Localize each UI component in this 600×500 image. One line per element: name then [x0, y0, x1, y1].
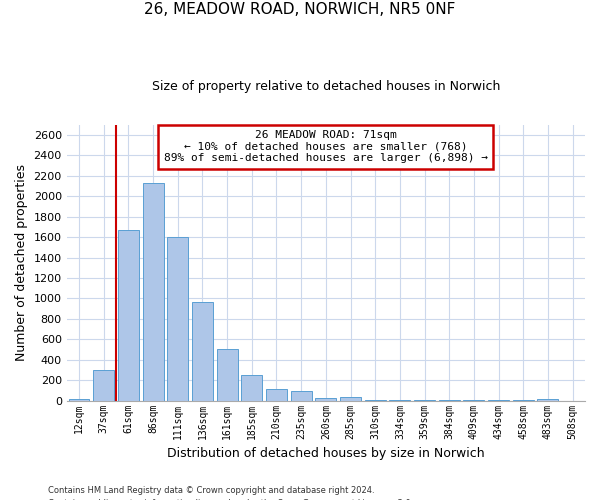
Bar: [538, 398, 559, 400]
Bar: [143, 183, 164, 400]
Text: Contains public sector information licensed under the Open Government Licence v3: Contains public sector information licen…: [48, 498, 413, 500]
Bar: [192, 302, 213, 400]
Bar: [266, 389, 287, 400]
Bar: [68, 398, 89, 400]
Y-axis label: Number of detached properties: Number of detached properties: [15, 164, 28, 361]
Bar: [316, 398, 337, 400]
Bar: [167, 237, 188, 400]
Bar: [217, 349, 238, 401]
Bar: [290, 391, 311, 400]
Bar: [241, 375, 262, 400]
Text: 26, MEADOW ROAD, NORWICH, NR5 0NF: 26, MEADOW ROAD, NORWICH, NR5 0NF: [145, 2, 455, 18]
Title: Size of property relative to detached houses in Norwich: Size of property relative to detached ho…: [152, 80, 500, 93]
Bar: [340, 397, 361, 400]
Bar: [93, 370, 114, 400]
Bar: [118, 230, 139, 400]
X-axis label: Distribution of detached houses by size in Norwich: Distribution of detached houses by size …: [167, 447, 485, 460]
Text: 26 MEADOW ROAD: 71sqm
← 10% of detached houses are smaller (768)
89% of semi-det: 26 MEADOW ROAD: 71sqm ← 10% of detached …: [164, 130, 488, 164]
Text: Contains HM Land Registry data © Crown copyright and database right 2024.: Contains HM Land Registry data © Crown c…: [48, 486, 374, 495]
